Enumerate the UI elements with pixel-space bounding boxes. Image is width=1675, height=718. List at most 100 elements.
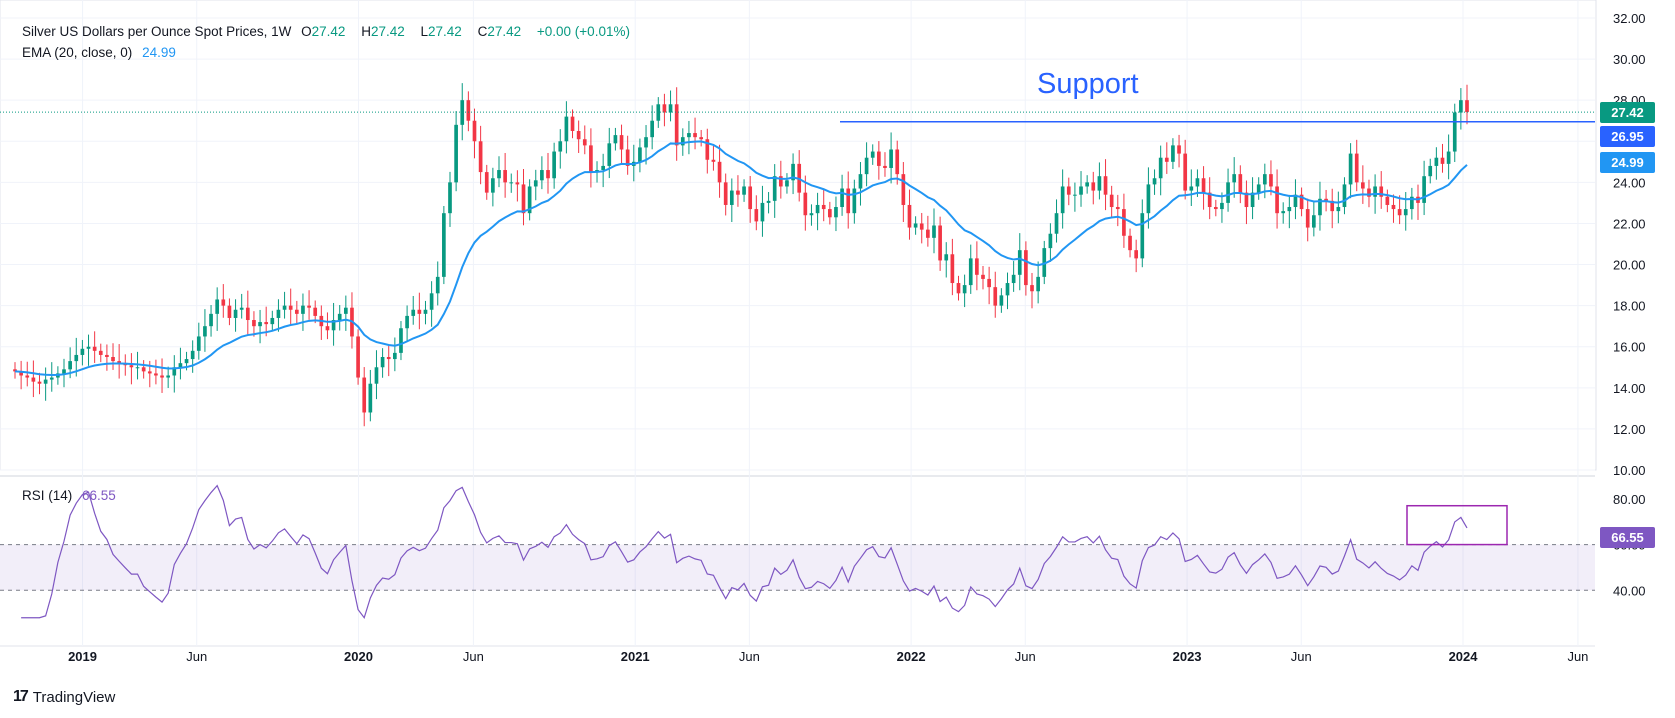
candle-body [472, 120, 477, 142]
candle-body [154, 373, 158, 376]
candle-body [742, 186, 746, 195]
high-value: 27.42 [370, 24, 405, 39]
candle-body [1201, 178, 1206, 193]
candle-body [883, 165, 887, 168]
candle-body [521, 184, 526, 214]
candle-body [1348, 153, 1353, 185]
candle-body [785, 180, 789, 187]
candle-body [919, 223, 924, 230]
candle-body [576, 131, 581, 140]
candle-body [62, 369, 66, 374]
price-tick-label: 16.00 [1613, 340, 1646, 355]
candle-body [840, 188, 844, 208]
candle-body [1103, 176, 1108, 195]
tradingview-logo[interactable]: 17 TradingView [13, 688, 115, 706]
candle-body [105, 354, 109, 357]
price-tick-label: 22.00 [1613, 216, 1646, 231]
candle-body [1459, 100, 1463, 113]
candle-body [1354, 153, 1359, 183]
candle-body [166, 375, 171, 378]
candle-body [276, 309, 281, 318]
candle-body [184, 359, 189, 364]
candle-body [1220, 202, 1224, 210]
candle-body [1085, 182, 1089, 187]
time-tick-label: Jun [1291, 649, 1312, 664]
candle-body [1422, 176, 1426, 203]
candle-body [190, 350, 195, 360]
candle-body [362, 377, 367, 413]
candle-body [160, 375, 164, 378]
candle-body [564, 116, 569, 142]
candle-body [435, 276, 440, 294]
time-tick-label: Jun [739, 649, 760, 664]
candle-body [423, 309, 428, 314]
candle-body [1146, 184, 1151, 214]
time-tick-label: Jun [186, 649, 207, 664]
candle-body [411, 309, 416, 316]
candle-body [399, 328, 403, 353]
price-tick-label: 14.00 [1613, 381, 1646, 396]
candle-body [687, 133, 691, 138]
candle-body [680, 137, 685, 146]
candle-body [1066, 186, 1071, 195]
candle-body [1269, 174, 1273, 187]
candle-body [956, 283, 961, 294]
candle-body [129, 365, 134, 368]
candle-body [215, 299, 220, 314]
candle-body [1097, 176, 1102, 191]
time-tick-label: Jun [463, 649, 484, 664]
price-pane-border [0, 0, 1597, 471]
candle-body [497, 170, 501, 179]
candle-body [827, 209, 832, 218]
candle-body [889, 149, 893, 168]
price-tick-label: 24.00 [1613, 175, 1646, 190]
candle-body [638, 147, 642, 162]
candle-body [1091, 182, 1096, 191]
candle-body [748, 186, 753, 210]
candle-body [1122, 209, 1126, 236]
candle-body [1189, 186, 1194, 191]
candle-body [313, 307, 318, 316]
candle-body [1152, 178, 1157, 185]
candle-body [760, 202, 765, 222]
candle-body [821, 204, 826, 210]
candle-body [43, 379, 48, 384]
ema-legend: EMA (20, close, 0) 24.99 [22, 45, 182, 60]
candle-body [644, 137, 648, 148]
ema-label: EMA (20, close, 0) [22, 45, 133, 60]
candle-body [294, 309, 299, 314]
candle-body [1177, 145, 1181, 154]
candle-body [1226, 182, 1230, 203]
candle-body [233, 309, 238, 318]
candle-body [1391, 204, 1396, 210]
candle-body [846, 188, 851, 214]
candle-body [1361, 182, 1365, 189]
candle-body [803, 192, 808, 216]
candle-body [1017, 250, 1022, 275]
candle-body [1440, 157, 1445, 164]
candle-body [1183, 153, 1188, 191]
candle-body [601, 165, 605, 171]
candle-body [178, 363, 183, 368]
candle-body [1207, 192, 1212, 208]
candle-body [717, 161, 722, 183]
price-tick-label: 32.00 [1613, 11, 1646, 26]
candle-body [1213, 207, 1218, 210]
symbol-title: Silver US Dollars per Ounce Spot Prices,… [22, 24, 292, 39]
candle-body [386, 357, 391, 360]
candle-body [331, 320, 336, 331]
candle-body [209, 313, 213, 327]
candle-body [950, 254, 955, 284]
ema-value: 24.99 [142, 45, 176, 60]
candle-body [503, 170, 507, 183]
candle-body [1109, 194, 1114, 208]
candle-body [619, 135, 624, 150]
candle-body [337, 313, 342, 321]
candle-body [1311, 215, 1316, 228]
candle-body [870, 151, 875, 158]
candle-body [1140, 213, 1145, 259]
price-tick-label: 20.00 [1613, 258, 1646, 273]
candle-body [1030, 285, 1034, 292]
time-tick-label: 2019 [68, 649, 97, 664]
candle-body [1195, 178, 1200, 187]
